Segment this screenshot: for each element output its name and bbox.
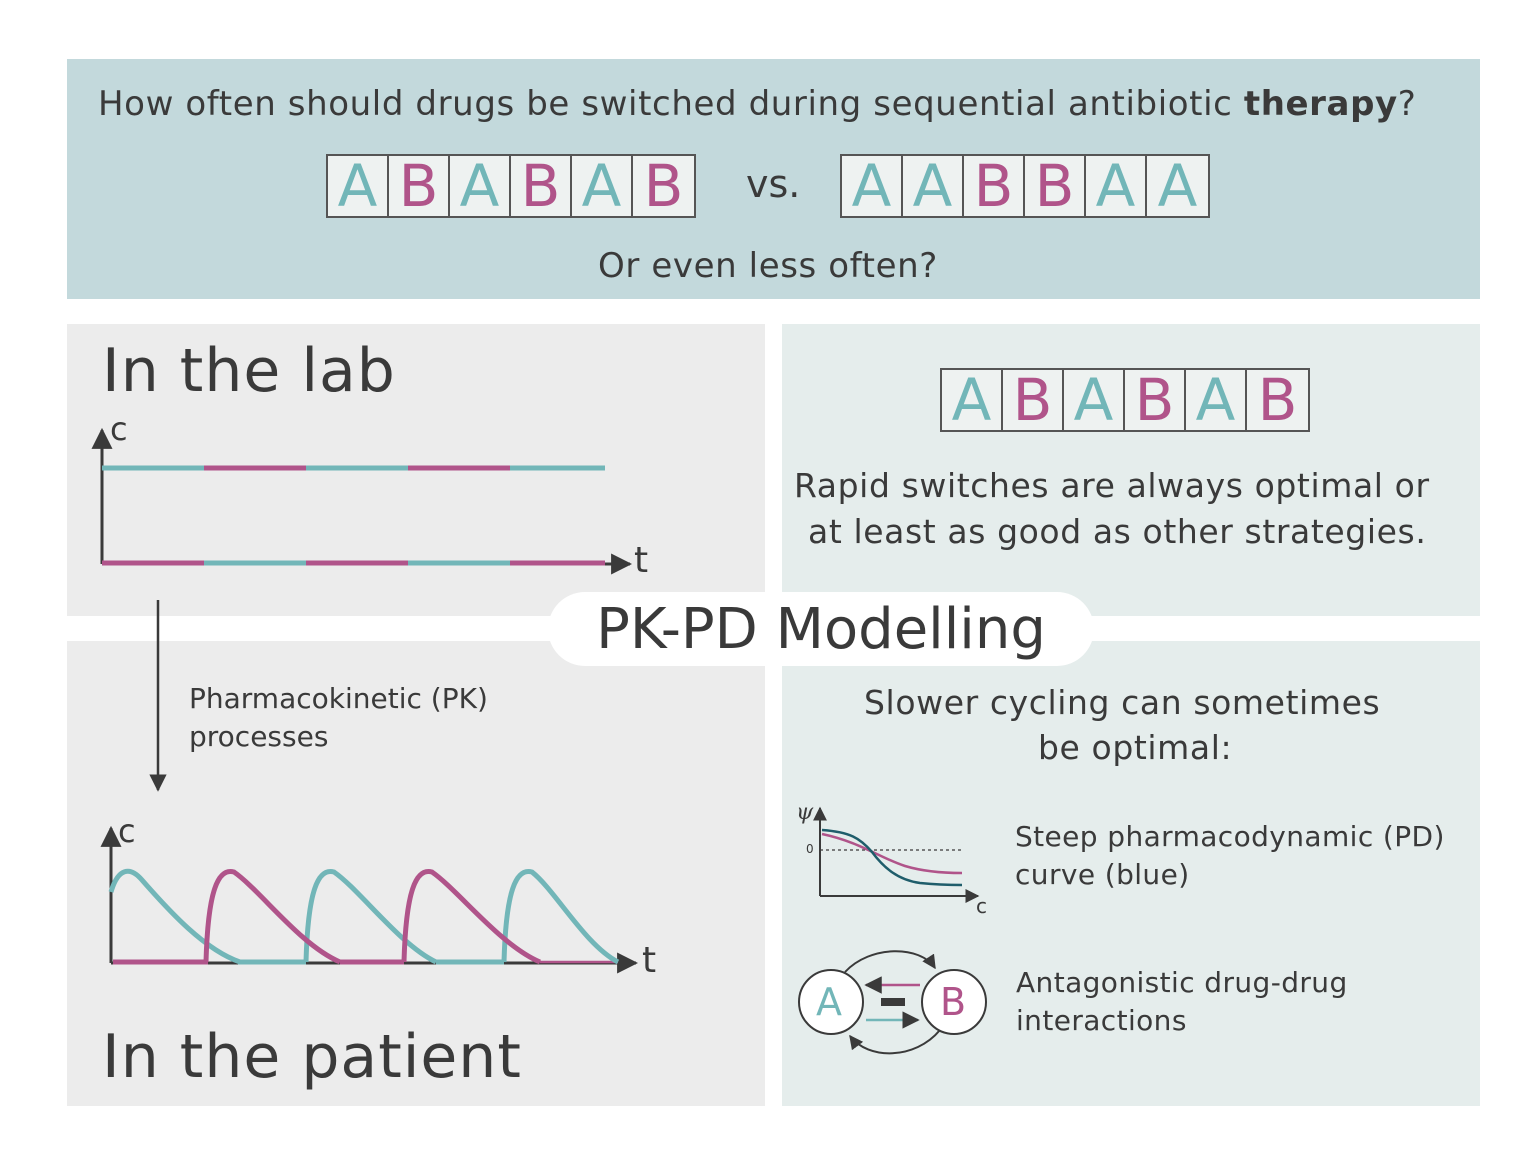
patient-pulse-b — [203, 869, 342, 965]
pd-curve-shallow — [821, 832, 963, 875]
patient-pulse-a — [501, 869, 620, 965]
sequence-cell: B — [1257, 366, 1298, 434]
sequence-rapid-header: A B A B A B — [326, 154, 696, 218]
pd-axis-x-label: c — [976, 894, 987, 918]
header-question-bold: therapy — [1243, 84, 1398, 124]
sequence-cell: A — [1186, 370, 1247, 430]
sequence-cell: A — [1157, 152, 1198, 220]
sequence-cell: A — [842, 156, 903, 216]
antagonism-minus-sign — [881, 998, 905, 1006]
vs-label: vs. — [746, 162, 801, 206]
slow-heading-line1: Slower cycling can sometimes — [864, 683, 1381, 722]
sequence-cell: A — [450, 156, 511, 216]
lab-axis-x-label: t — [634, 540, 649, 581]
pkpd-modelling-label: PK-PD Modelling — [548, 592, 1094, 666]
sequence-cell: B — [511, 156, 572, 216]
pd-axis-y-label: ψ — [796, 800, 814, 825]
header-panel — [67, 59, 1480, 299]
pd-text-line1: Steep pharmacodynamic (PD) — [1015, 820, 1445, 853]
node-b-circle — [921, 969, 987, 1035]
sequence-cell: A — [1086, 156, 1147, 216]
patient-axis-y-label: c — [118, 812, 136, 850]
node-a-label: A — [816, 980, 842, 1024]
rapid-text-line2: at least as good as other strategies. — [808, 512, 1427, 551]
patient-axis-x-label: t — [642, 940, 657, 981]
header-question: How often should drugs be switched durin… — [98, 84, 1417, 124]
header-subquestion: Or even less often? — [598, 246, 938, 286]
lab-title: In the lab — [102, 336, 396, 406]
sequence-cell: A — [942, 370, 1003, 430]
pd-curve-steep — [821, 828, 963, 887]
sequence-cell: B — [1125, 370, 1186, 430]
patient-panel — [67, 641, 765, 1106]
node-a-circle — [798, 969, 864, 1035]
sequence-slow-header: A A B B A A — [840, 154, 1210, 218]
slow-heading-line2: be optimal: — [1038, 728, 1233, 767]
sequence-cell: B — [643, 152, 684, 220]
node-b-label: B — [940, 980, 967, 1024]
sequence-cell: A — [1064, 370, 1125, 430]
pk-label-line1: Pharmacokinetic (PK) — [189, 682, 488, 715]
lab-axis-y-label: c — [110, 410, 128, 448]
pk-label-line2: processes — [189, 720, 329, 753]
patient-pulse-a — [108, 868, 241, 965]
antagonism-text-line2: interactions — [1016, 1004, 1187, 1037]
sequence-rapid-result: A B A B A B — [940, 368, 1310, 432]
pd-zero-label: 0 — [806, 842, 814, 856]
antagonism-text-line1: Antagonistic drug-drug — [1016, 966, 1348, 999]
interaction-arc-top — [844, 950, 936, 973]
sequence-cell: B — [1025, 156, 1086, 216]
rapid-text-line1: Rapid switches are always optimal or — [794, 466, 1430, 505]
sequence-cell: A — [903, 156, 964, 216]
pd-text-line2: curve (blue) — [1015, 858, 1190, 891]
patient-pulse-b — [401, 869, 541, 965]
slow-cycling-panel — [782, 641, 1480, 1106]
sequence-cell: A — [572, 156, 633, 216]
sequence-cell: B — [389, 156, 450, 216]
patient-title: In the patient — [102, 1022, 522, 1092]
sequence-cell: B — [964, 156, 1025, 216]
sequence-cell: A — [328, 156, 389, 216]
interaction-arc-bottom — [849, 1029, 941, 1055]
sequence-cell: B — [1003, 370, 1064, 430]
